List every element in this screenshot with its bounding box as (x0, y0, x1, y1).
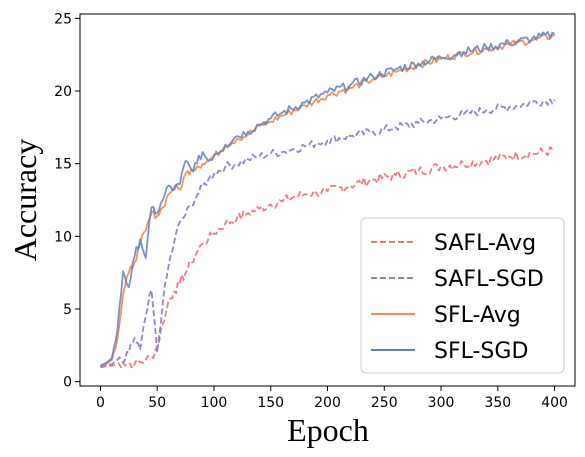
legend: SAFL-Avg SAFL-SGD SFL-Avg SFL-SGD (360, 217, 565, 374)
x-axis-title: Epoch (287, 412, 369, 448)
x-tick-label: 200 (314, 395, 341, 411)
axes: 0 50 100 150 200 250 300 350 400 0 5 10 15 20 25 (54, 11, 576, 411)
x-tick-label: 0 (96, 395, 105, 411)
x-tick-label: 100 (201, 395, 228, 411)
y-tick-label: 25 (54, 11, 72, 27)
legend-label-safl-avg: SAFL-Avg (434, 231, 536, 256)
x-tick-label: 250 (371, 395, 398, 411)
x-tick-label: 150 (257, 395, 284, 411)
x-tick-label: 300 (428, 395, 455, 411)
legend-label-sfl-sgd: SFL-SGD (434, 339, 528, 364)
y-axis-title: Accuracy (7, 139, 43, 262)
legend-label-safl-sgd: SAFL-SGD (434, 267, 544, 292)
y-tick-label: 20 (54, 84, 72, 100)
series-line-safl-avg (100, 146, 556, 370)
y-tick-label: 10 (54, 229, 72, 245)
x-tick-label: 350 (484, 395, 511, 411)
y-tick-label: 0 (63, 375, 72, 391)
series-line-safl-sgd (100, 98, 556, 368)
legend-box (360, 217, 565, 374)
series-line-sfl-sgd (99, 31, 556, 367)
x-tick-label: 50 (148, 395, 166, 411)
y-tick-label: 15 (54, 157, 72, 173)
legend-label-sfl-avg: SFL-Avg (434, 303, 521, 328)
x-tick-label: 400 (541, 395, 568, 411)
y-tick-label: 5 (63, 302, 72, 318)
plot-lines (99, 31, 556, 370)
